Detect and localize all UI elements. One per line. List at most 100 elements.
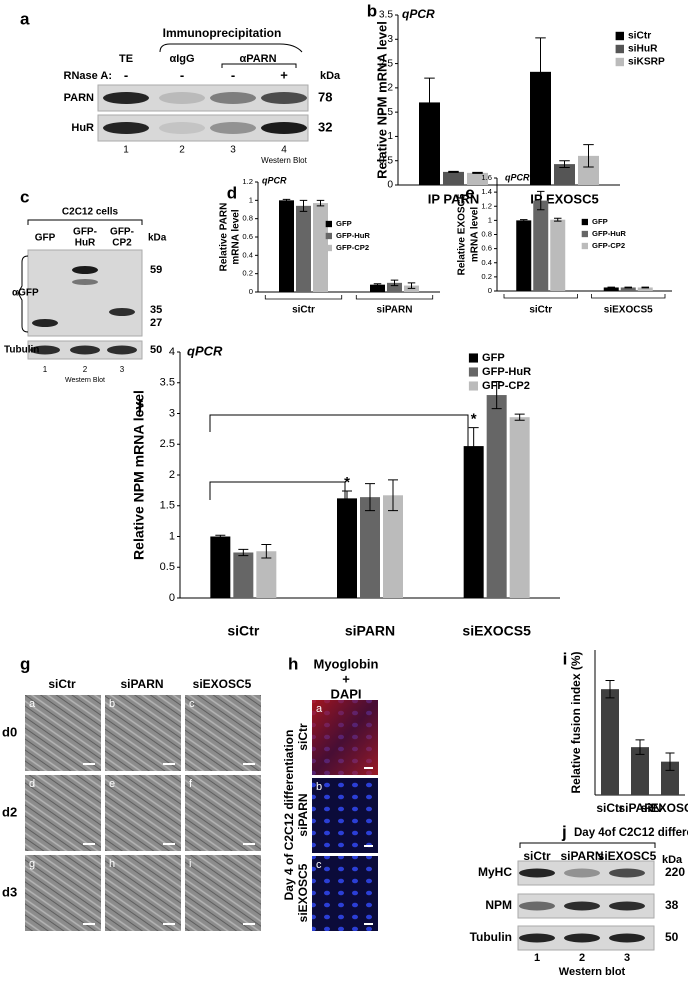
significance-bracket bbox=[209, 414, 469, 470]
legend-label: GFP-CP2 bbox=[592, 241, 625, 250]
unit-label: kDa bbox=[662, 854, 683, 866]
y-tick-label: 1 bbox=[169, 530, 175, 542]
micrograph bbox=[105, 775, 181, 851]
panel-label: i bbox=[563, 649, 568, 668]
y-tick-label: 0.6 bbox=[481, 244, 492, 253]
bar bbox=[533, 200, 549, 291]
y-tick-label: 0.6 bbox=[242, 232, 253, 241]
y-axis-label: Relative NPM mRNA level bbox=[374, 21, 389, 179]
bar bbox=[486, 395, 507, 598]
unit-label: kDa bbox=[320, 70, 341, 82]
blot-band bbox=[72, 279, 98, 285]
bar bbox=[360, 497, 380, 598]
row-label: MyHC bbox=[478, 865, 512, 879]
x-tick-label: siPARN bbox=[345, 623, 395, 639]
legend-label: siHuR bbox=[628, 44, 658, 55]
myoglobin-stain bbox=[312, 700, 378, 775]
micrograph bbox=[185, 775, 261, 851]
legend-swatch bbox=[615, 57, 624, 67]
error-bar bbox=[316, 199, 325, 207]
column-label: siCtr bbox=[48, 677, 76, 691]
legend-label: siCtr bbox=[628, 31, 651, 42]
image-letter: h bbox=[109, 858, 115, 870]
column-label: siPARN bbox=[120, 677, 163, 691]
bar bbox=[516, 220, 532, 291]
size-label: 59 bbox=[150, 264, 162, 276]
y-tick-label: 3.5 bbox=[379, 10, 393, 21]
significance-star: * bbox=[344, 474, 350, 491]
blot-band bbox=[609, 868, 645, 878]
row-label: αGFP bbox=[12, 288, 39, 299]
y-tick-label: 2 bbox=[169, 469, 175, 481]
error-bar bbox=[624, 286, 632, 289]
row-label: Tubulin bbox=[470, 930, 512, 944]
error-bar bbox=[520, 219, 528, 222]
error-bar bbox=[514, 413, 525, 421]
row-label: d2 bbox=[2, 804, 17, 819]
panel-label: h bbox=[288, 654, 298, 673]
y-tick-label: 1.5 bbox=[160, 500, 175, 512]
lane-number: 1 bbox=[534, 952, 540, 964]
y-tick-label: 1.4 bbox=[481, 187, 492, 196]
lane-label: GFP bbox=[35, 233, 56, 244]
y-tick-label: 0.5 bbox=[160, 561, 175, 573]
y-tick-label: 3 bbox=[387, 34, 393, 45]
blot-band bbox=[261, 122, 307, 134]
legend-label: GFP-CP2 bbox=[336, 243, 369, 252]
legend-label: GFP-HuR bbox=[482, 366, 531, 378]
treatment-mark: - bbox=[180, 67, 184, 82]
lane-number: 2 bbox=[83, 365, 88, 374]
condition-title: Day 4of C2C12 differentiation bbox=[574, 827, 688, 839]
row-label: PARN bbox=[64, 92, 94, 104]
legend-label: GFP-CP2 bbox=[482, 380, 530, 392]
y-axis-label: Relative EXOSC5 bbox=[457, 193, 468, 275]
error-bar bbox=[238, 548, 249, 557]
y-tick-label: 2.5 bbox=[160, 438, 175, 450]
lane-number: 2 bbox=[579, 952, 585, 964]
lane-label: αIgG bbox=[169, 53, 194, 65]
legend-label: siKSRP bbox=[628, 57, 665, 68]
row-label: HuR bbox=[71, 122, 94, 134]
panel-label: b bbox=[367, 1, 377, 20]
panel-label: c bbox=[20, 187, 29, 206]
lane-number: 1 bbox=[123, 145, 129, 156]
lane-number: 2 bbox=[179, 145, 185, 156]
legend-swatch bbox=[468, 353, 478, 363]
lane-number: 3 bbox=[230, 145, 236, 156]
bar bbox=[601, 689, 619, 795]
error-bar bbox=[342, 490, 352, 507]
x-tick-label: siCtr bbox=[529, 305, 552, 316]
error-bar bbox=[641, 286, 649, 289]
bar bbox=[509, 417, 530, 598]
bar bbox=[463, 446, 484, 598]
blot-band bbox=[564, 868, 600, 878]
legend-label: GFP bbox=[336, 219, 352, 228]
row-label: siPARN bbox=[296, 793, 310, 836]
bar bbox=[256, 551, 277, 598]
y-tick-label: 1 bbox=[488, 215, 492, 224]
category-bracket bbox=[355, 295, 434, 300]
lane-number: 4 bbox=[281, 145, 287, 156]
x-tick-label: siCtr bbox=[596, 801, 624, 815]
size-label: 32 bbox=[318, 119, 332, 134]
method-label: Western Blot bbox=[261, 156, 307, 165]
significance-star: * bbox=[471, 411, 477, 428]
lane-label: GFP- bbox=[110, 227, 134, 238]
error-bar bbox=[583, 144, 594, 168]
blot-band bbox=[564, 933, 600, 943]
x-tick-label: siPARN bbox=[377, 305, 413, 316]
blot-band bbox=[609, 901, 645, 911]
stain-label: DAPI bbox=[330, 686, 361, 701]
row-label: Tubulin bbox=[4, 345, 39, 356]
bar bbox=[337, 498, 357, 598]
panel-label: a bbox=[20, 9, 30, 28]
error-bar bbox=[559, 160, 570, 169]
legend-swatch bbox=[615, 44, 624, 54]
row-label: NPM bbox=[485, 898, 512, 912]
image-letter: f bbox=[189, 778, 193, 790]
size-label: 35 bbox=[150, 304, 162, 316]
blot-band bbox=[609, 933, 645, 943]
bar bbox=[578, 155, 599, 185]
image-letter: d bbox=[29, 778, 35, 790]
